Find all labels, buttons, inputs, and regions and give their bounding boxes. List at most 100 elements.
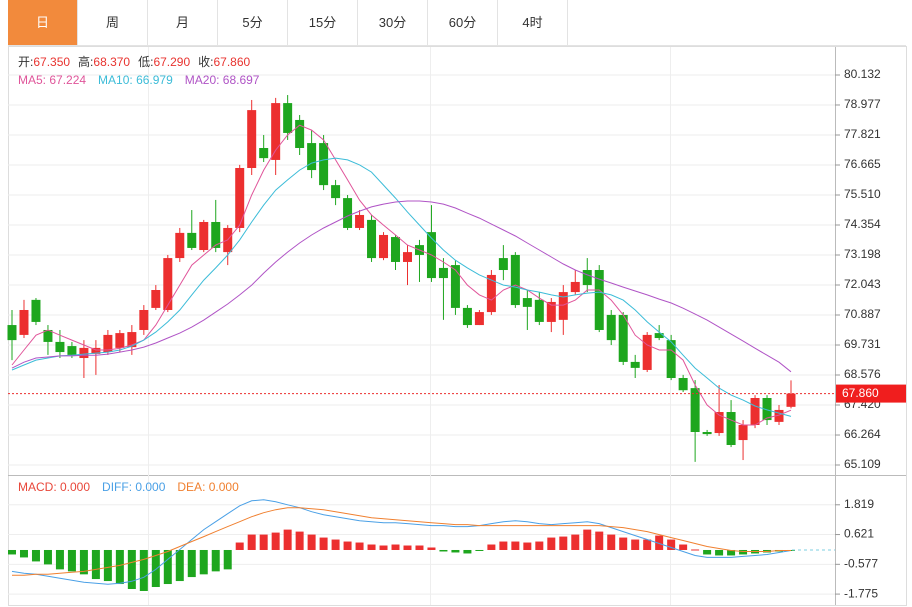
macd-bar [499, 541, 508, 550]
y-tick-label: 78.977 [844, 97, 881, 111]
candle-body [79, 347, 89, 359]
macd-bar [595, 531, 604, 550]
macd-bar [199, 549, 208, 575]
macd-bar [487, 544, 496, 550]
macd-bar [19, 549, 28, 558]
macd-bar [559, 536, 568, 550]
macd-bar [331, 539, 340, 550]
candle-body [462, 307, 472, 326]
macd-bar [535, 541, 544, 550]
macd-bar [523, 542, 532, 550]
ma-line [11, 124, 792, 426]
macd-bar [247, 534, 256, 550]
candle-body [402, 252, 412, 262]
y-tick-label: 77.821 [844, 127, 881, 141]
macd-bar [79, 549, 88, 575]
macd-bar [475, 549, 484, 551]
macd-bar [343, 541, 352, 550]
y-tick-label: 74.354 [844, 217, 881, 231]
candle-body [43, 329, 53, 342]
candle-body [319, 143, 329, 186]
tab[interactable]: 30分 [358, 0, 428, 45]
macd-bar [427, 547, 436, 550]
tab[interactable]: 日 [8, 0, 78, 45]
candle-body [91, 347, 101, 354]
macd-bar [367, 544, 376, 550]
macd-bar [211, 549, 220, 572]
macd-bar [187, 549, 196, 578]
info-value: 67.290 [153, 55, 190, 69]
candle-body [762, 398, 772, 421]
y-tick-label: 69.731 [844, 337, 881, 351]
ohlc-info: 开:67.350 高:68.370 低:67.290 收:67.860 [18, 54, 251, 69]
candle-body [127, 332, 137, 348]
candle-body [558, 292, 568, 320]
macd-bar [115, 549, 124, 585]
candle-body [259, 148, 269, 159]
candle-body [151, 290, 161, 308]
candle-body [750, 398, 760, 425]
macd-bar [379, 545, 388, 550]
ma-line [11, 157, 792, 417]
y-tick-label: -0.577 [844, 556, 878, 570]
candle-body [678, 378, 688, 391]
y-tick-label: 66.264 [844, 427, 881, 441]
candle-body [642, 334, 652, 370]
y-tick-label: 72.043 [844, 277, 881, 291]
tab-bar: 日周月 5分 15分 30分 60分 4时 [8, 0, 906, 46]
macd-bar [319, 537, 328, 550]
candle-body [139, 309, 149, 330]
candle-body [726, 412, 736, 445]
macd-bar [91, 549, 100, 580]
candle-body [738, 424, 748, 441]
tab[interactable]: 60分 [428, 0, 498, 45]
tab[interactable]: 4时 [498, 0, 568, 45]
macd-bar [631, 539, 640, 550]
candle-body [115, 333, 125, 348]
tab[interactable]: 周 [78, 0, 148, 45]
macd-bar [463, 549, 472, 554]
info-value: 67.860 [213, 55, 250, 69]
candle-body [714, 412, 724, 434]
macd-bar [223, 549, 232, 570]
macd-bar [283, 529, 292, 550]
candle-body [618, 314, 628, 362]
macd-bar [151, 549, 160, 588]
candle-body [582, 270, 592, 286]
candle-body [103, 334, 113, 353]
legend-entry: MA5: 67.224 [18, 73, 86, 87]
candle-body [534, 299, 544, 322]
info-value: 68.370 [93, 55, 130, 69]
macd-bar [607, 534, 616, 550]
y-tick-label: -1.775 [844, 586, 878, 600]
macd-bar [103, 549, 112, 582]
macd-legend: MACD: 0.000 DIFF: 0.000 DEA: 0.000 [18, 480, 239, 494]
tab[interactable]: 月 [148, 0, 218, 45]
candle-body [283, 103, 293, 133]
macd-bar [691, 549, 700, 551]
candle-body [379, 234, 389, 259]
macd-bar [703, 549, 712, 555]
info-value: 67.350 [33, 55, 70, 69]
tab[interactable]: 15分 [288, 0, 358, 45]
macd-bar [307, 534, 316, 550]
candle-body [391, 237, 401, 262]
y-tick-label: 70.887 [844, 307, 881, 321]
price-tag [836, 384, 906, 403]
info-label: 开: [18, 55, 33, 69]
candle-body [271, 103, 281, 160]
macd-bar [67, 549, 76, 572]
tab[interactable]: 5分 [218, 0, 288, 45]
candle-body [438, 267, 448, 279]
candle-body [235, 167, 245, 228]
candle-body [594, 270, 604, 330]
candle-body [31, 299, 41, 322]
candle-body [786, 393, 796, 407]
macd-bar [43, 549, 52, 565]
macd-bar [163, 549, 172, 585]
candle-body [295, 119, 305, 149]
macd-bar [451, 549, 460, 553]
macd-bar [175, 549, 184, 582]
